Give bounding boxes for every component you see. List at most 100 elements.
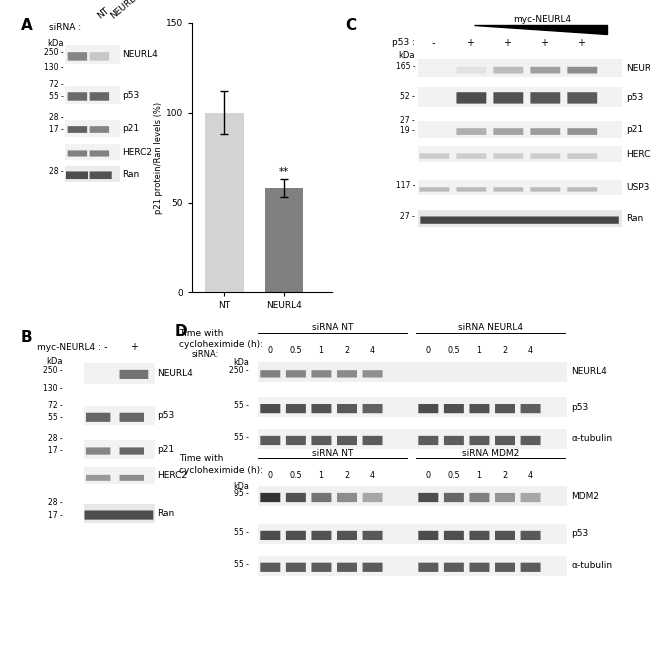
Text: 95 -: 95 -	[234, 489, 249, 499]
FancyBboxPatch shape	[286, 370, 306, 378]
Text: 0: 0	[425, 471, 430, 480]
Text: 4: 4	[370, 346, 374, 355]
FancyBboxPatch shape	[363, 370, 383, 378]
Text: 0.5: 0.5	[447, 471, 460, 480]
Text: MDM2: MDM2	[571, 491, 599, 501]
Text: α-tubulin: α-tubulin	[571, 561, 612, 570]
Text: NEURL4: NEURL4	[157, 369, 193, 378]
FancyBboxPatch shape	[90, 52, 109, 60]
FancyBboxPatch shape	[419, 187, 449, 192]
Text: p21: p21	[626, 125, 643, 134]
Bar	[258, 397, 567, 417]
FancyBboxPatch shape	[311, 436, 332, 445]
Text: 0.5: 0.5	[289, 471, 302, 480]
Text: p21: p21	[122, 124, 139, 133]
Text: 19 -: 19 -	[400, 126, 415, 135]
FancyBboxPatch shape	[521, 404, 541, 413]
FancyBboxPatch shape	[493, 187, 523, 192]
FancyBboxPatch shape	[456, 92, 486, 104]
Bar	[418, 181, 622, 195]
FancyBboxPatch shape	[444, 436, 464, 445]
Bar	[258, 524, 567, 544]
FancyBboxPatch shape	[363, 562, 383, 572]
FancyBboxPatch shape	[311, 562, 332, 572]
Text: p53: p53	[571, 530, 588, 538]
Text: B: B	[21, 330, 32, 345]
Bar	[65, 45, 120, 64]
FancyBboxPatch shape	[444, 404, 464, 413]
Text: 72 -: 72 -	[49, 80, 64, 89]
Text: 0: 0	[267, 346, 272, 355]
Text: 55 -: 55 -	[47, 413, 62, 422]
FancyBboxPatch shape	[530, 92, 560, 104]
FancyBboxPatch shape	[493, 153, 523, 159]
FancyBboxPatch shape	[495, 493, 515, 502]
FancyBboxPatch shape	[120, 413, 144, 422]
FancyBboxPatch shape	[530, 187, 560, 192]
FancyBboxPatch shape	[495, 404, 515, 413]
FancyBboxPatch shape	[495, 436, 515, 445]
FancyBboxPatch shape	[469, 562, 489, 572]
Bar	[205, 113, 244, 292]
FancyBboxPatch shape	[120, 370, 148, 379]
FancyBboxPatch shape	[567, 67, 597, 74]
Text: α-tubulin: α-tubulin	[571, 434, 612, 443]
Bar	[265, 188, 304, 292]
Text: 165 -: 165 -	[396, 62, 415, 71]
Bar	[258, 486, 567, 506]
FancyBboxPatch shape	[419, 531, 438, 540]
Text: 72 -: 72 -	[47, 401, 62, 410]
Text: NEURL4: NEURL4	[626, 64, 650, 73]
Text: 1: 1	[318, 346, 324, 355]
Text: 117 -: 117 -	[396, 181, 415, 190]
FancyBboxPatch shape	[530, 128, 560, 135]
Text: NEURL4: NEURL4	[122, 51, 158, 59]
FancyBboxPatch shape	[419, 493, 438, 502]
FancyBboxPatch shape	[456, 187, 486, 192]
Bar	[258, 429, 567, 449]
Y-axis label: p21 protein/Ran levels (%): p21 protein/Ran levels (%)	[153, 102, 162, 214]
FancyBboxPatch shape	[521, 531, 541, 540]
Bar	[258, 362, 567, 382]
Text: 130 -: 130 -	[44, 62, 64, 72]
FancyBboxPatch shape	[286, 404, 306, 413]
FancyBboxPatch shape	[419, 404, 438, 413]
Text: +: +	[503, 38, 511, 48]
FancyBboxPatch shape	[337, 493, 357, 502]
Text: kDa: kDa	[47, 39, 64, 49]
Text: 55 -: 55 -	[234, 560, 249, 568]
Text: siRNA NT: siRNA NT	[312, 449, 354, 458]
FancyBboxPatch shape	[337, 531, 357, 540]
FancyBboxPatch shape	[90, 92, 109, 101]
FancyBboxPatch shape	[286, 493, 306, 502]
FancyBboxPatch shape	[469, 436, 489, 445]
FancyBboxPatch shape	[469, 493, 489, 502]
Text: HERC2: HERC2	[122, 148, 152, 156]
Text: p53 :: p53 :	[392, 39, 415, 47]
FancyBboxPatch shape	[90, 150, 109, 156]
Text: 4: 4	[528, 471, 532, 480]
Text: -: -	[103, 342, 107, 352]
FancyBboxPatch shape	[456, 67, 486, 74]
FancyBboxPatch shape	[337, 562, 357, 572]
Text: C: C	[346, 18, 357, 33]
Text: 55 -: 55 -	[49, 92, 64, 101]
FancyBboxPatch shape	[363, 436, 383, 445]
FancyBboxPatch shape	[337, 404, 357, 413]
FancyBboxPatch shape	[68, 126, 87, 133]
FancyBboxPatch shape	[521, 562, 541, 572]
FancyBboxPatch shape	[493, 92, 523, 104]
Text: 1: 1	[318, 471, 324, 480]
Text: 250 -: 250 -	[44, 48, 64, 57]
Text: kDa: kDa	[233, 358, 249, 367]
FancyBboxPatch shape	[260, 404, 280, 413]
FancyBboxPatch shape	[260, 531, 280, 540]
Text: +: +	[130, 342, 138, 352]
FancyBboxPatch shape	[363, 493, 383, 502]
FancyBboxPatch shape	[469, 404, 489, 413]
Text: myc-NEURL4 :: myc-NEURL4 :	[36, 343, 101, 351]
Text: p21: p21	[157, 445, 175, 453]
Bar	[65, 120, 120, 137]
Text: D: D	[175, 325, 187, 340]
Bar	[84, 406, 155, 426]
